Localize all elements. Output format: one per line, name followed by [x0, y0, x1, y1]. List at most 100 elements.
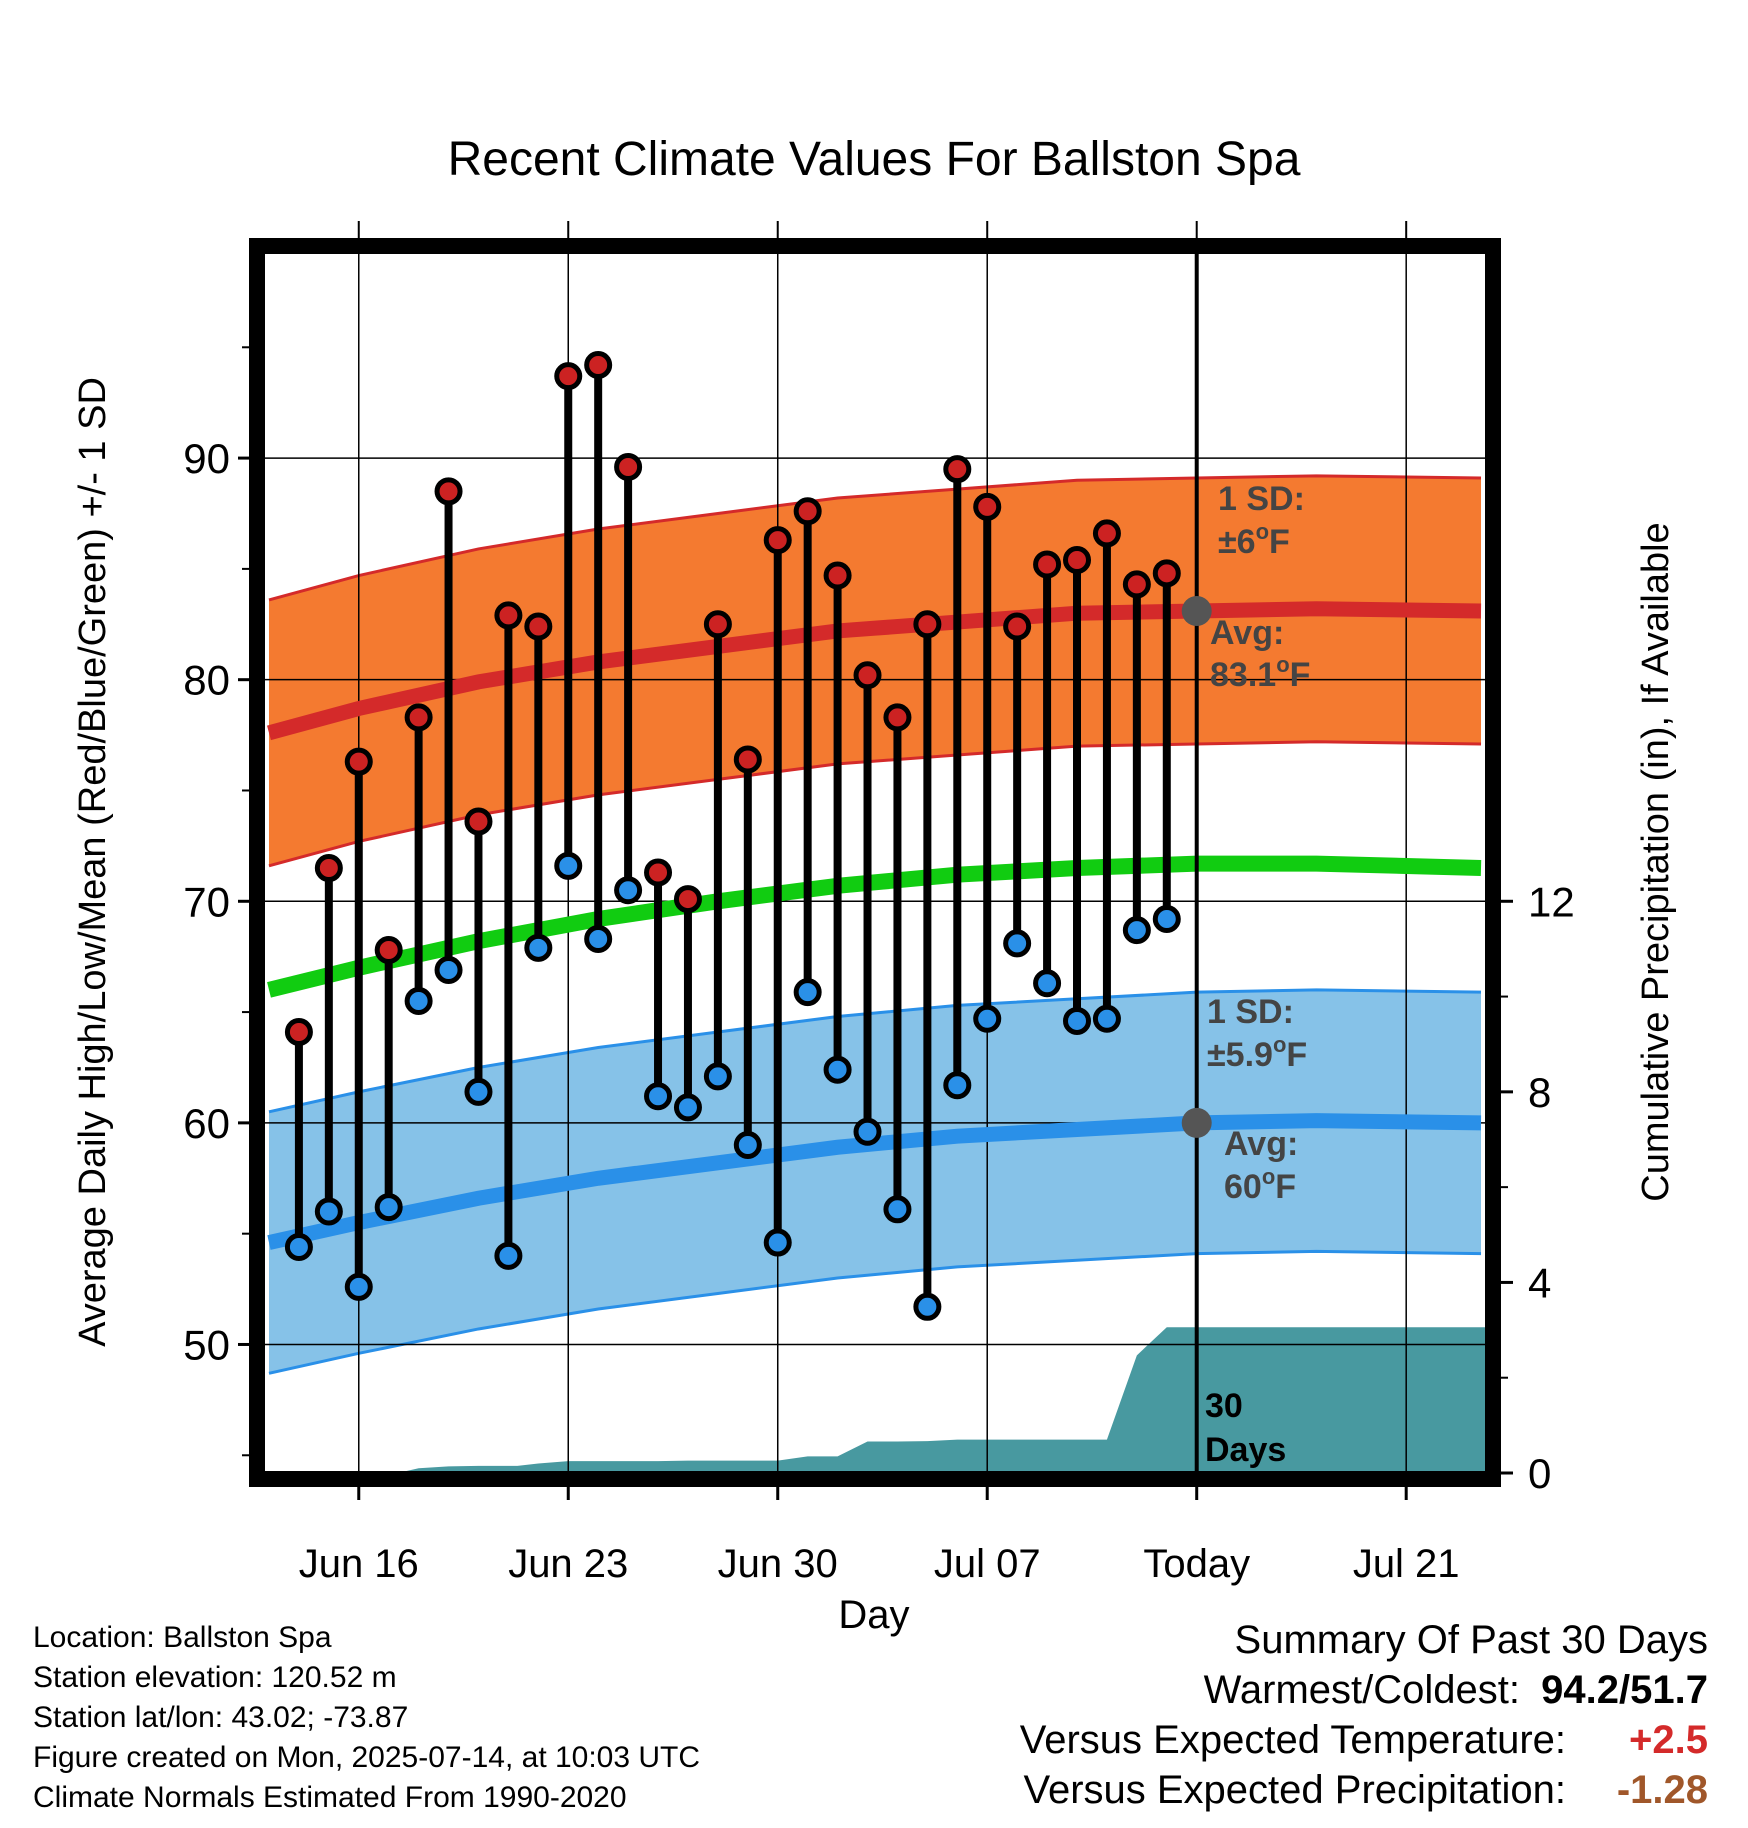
high-point [434, 477, 463, 506]
plot-frame [249, 238, 1501, 1487]
normal-low-line [267, 1113, 1482, 1250]
y2-tick-label: 4 [1528, 1259, 1551, 1306]
high-point [943, 455, 972, 484]
low-point [853, 1117, 882, 1146]
high-point [584, 351, 613, 380]
axes-layer: 50 60 70 80 90 0 4 8 12 Jun 16 Jun 23 Jun 30 Jul 07 T… [183, 221, 1575, 1586]
precip-anomaly-label: Versus Expected Precipitation: [1023, 1768, 1566, 1812]
chart-title: Recent Climate Values For Ballston Spa [448, 133, 1301, 186]
period-value: 30 [1205, 1387, 1243, 1425]
low-point [1033, 969, 1062, 998]
elevation-text: Station elevation: 120.52 m [33, 1661, 397, 1694]
high-point [1063, 546, 1092, 575]
x-tick-label: Jun 23 [508, 1542, 628, 1586]
high-point [404, 703, 433, 732]
x-tick-label: Jul 21 [1353, 1542, 1460, 1586]
x-tick-label: Jun 30 [718, 1542, 838, 1586]
temp-anomaly-label: Versus Expected Temperature: [1019, 1718, 1566, 1762]
high-point [823, 561, 852, 590]
high-avg-label: Avg: [1210, 614, 1284, 652]
low-sd-band [268, 989, 1482, 1374]
low-point [823, 1055, 852, 1084]
high-point [524, 612, 553, 641]
x-axis-label: Day [838, 1593, 909, 1637]
high-point [464, 807, 493, 836]
low-point [733, 1131, 762, 1160]
precip-anomaly-row: Versus Expected Precipitation: -1.28 [1020, 1765, 1708, 1815]
low-point [464, 1077, 493, 1106]
period-unit: Days [1205, 1431, 1286, 1469]
summary-title: Summary Of Past 30 Days [1234, 1618, 1708, 1662]
low-sd-band-lower-edge [268, 1249, 1482, 1375]
high-point [1033, 550, 1062, 579]
low-point [763, 1228, 792, 1257]
high-sd-band-upper-edge [268, 474, 1482, 602]
low-point [673, 1093, 702, 1122]
normals-text: Climate Normals Estimated From 1990-2020 [33, 1781, 627, 1814]
y-tick-label: 80 [183, 657, 230, 704]
low-point [434, 955, 463, 984]
today-high-normal-marker [1181, 595, 1212, 626]
low-point [554, 851, 583, 880]
temp-anomaly-value: +2.5 [1629, 1718, 1708, 1762]
high-point [344, 747, 373, 776]
high-point [284, 1018, 313, 1047]
low-point [404, 986, 433, 1015]
low-point [1092, 1004, 1121, 1033]
low-point [644, 1082, 673, 1111]
low-sd-label: 1 SD: [1207, 993, 1294, 1031]
low-point [374, 1193, 403, 1222]
high-point [673, 885, 702, 914]
x-tick-label: Jun 16 [299, 1542, 419, 1586]
low-point [1152, 905, 1181, 934]
high-point [703, 610, 732, 639]
location-text: Location: Ballston Spa [33, 1621, 332, 1654]
y2-tick-label: 0 [1528, 1450, 1551, 1497]
low-point [614, 876, 643, 905]
high-point [494, 601, 523, 630]
low-point [1122, 916, 1151, 945]
high-point [883, 703, 912, 732]
low-avg-label: Avg: [1224, 1125, 1298, 1163]
temp-anomaly-row: Versus Expected Temperature: +2.5 [1020, 1715, 1708, 1765]
low-point [584, 924, 613, 953]
low-point [703, 1062, 732, 1091]
high-point [1003, 612, 1032, 641]
high-point [614, 452, 643, 481]
high-avg-value: 83.1oF [1210, 652, 1310, 694]
y2-tick-label: 8 [1528, 1069, 1551, 1116]
low-point [793, 978, 822, 1007]
precipitation-area [268, 1327, 1487, 1473]
precip-anomaly-value: -1.28 [1616, 1768, 1708, 1812]
high-point [1092, 519, 1121, 548]
low-point [913, 1292, 942, 1321]
high-point [853, 661, 882, 690]
low-point [973, 1004, 1002, 1033]
y-axis-label: Average Daily High/Low/Mean (Red/Blue/Gr… [72, 377, 114, 1347]
latlon-text: Station lat/lon: 43.02; -73.87 [33, 1701, 409, 1734]
summary-panel: Summary Of Past 30 Days Warmest/Coldest:… [1020, 1615, 1708, 1815]
low-point [314, 1197, 343, 1226]
high-point [1152, 559, 1181, 588]
low-point [1003, 929, 1032, 958]
warmest-coldest-value: 94.2/51.7 [1541, 1668, 1708, 1712]
warmest-coldest-row: Warmest/Coldest: 94.2/51.7 [1020, 1665, 1708, 1715]
high-point [374, 936, 403, 965]
daily-points-layer [284, 351, 1212, 1321]
high-point [554, 362, 583, 391]
high-point [733, 745, 762, 774]
y-tick-label: 60 [183, 1100, 230, 1147]
high-sd-value: ±6oF [1218, 519, 1290, 561]
high-sd-label: 1 SD: [1218, 480, 1305, 518]
low-avg-value: 60oF [1224, 1164, 1296, 1206]
x-tick-label: Today [1143, 1542, 1250, 1586]
x-tick-label: Jul 07 [934, 1542, 1041, 1586]
daily-stems-layer [294, 365, 1171, 1307]
today-low-normal-marker [1181, 1107, 1212, 1138]
precipitation-area-layer [268, 1327, 1487, 1473]
y-tick-label: 90 [183, 435, 230, 482]
high-point [1122, 570, 1151, 599]
low-point [344, 1272, 373, 1301]
